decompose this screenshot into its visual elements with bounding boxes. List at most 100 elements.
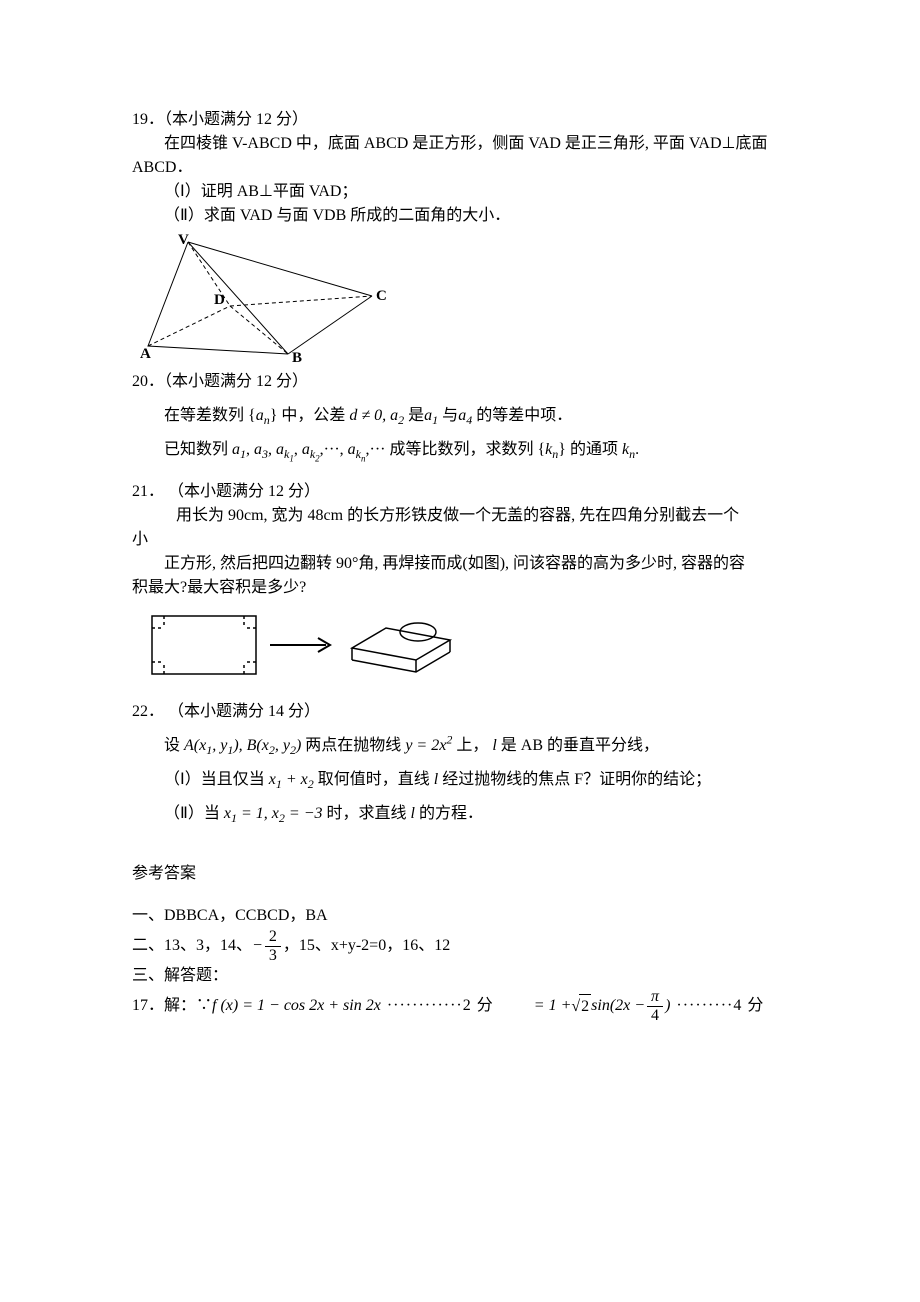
q22-number: 22． （本小题满分 14 分） [132,700,788,724]
q20-l1a: 在等差数列 { [164,407,256,424]
x2v: = −3 [285,805,323,822]
sep3: , [294,441,302,458]
q20-l1e: 的等差中项． [472,407,572,424]
sum1: x [269,771,276,788]
svg-text:D: D [214,292,225,308]
two-num: 2 [265,928,281,947]
q21-line2: 正方形, 然后把四边翻转 90°角, 再焊接而成(如图), 问该容器的高为多少时… [132,552,788,576]
q19-part2: （Ⅱ）求面 VAD 与面 VDB 所成的二面角的大小． [132,204,788,228]
exam-page: 19．（本小题满分 12 分） 在四棱锥 V-ABCD 中，底面 ABCD 是正… [0,0,920,1302]
q19-l1: 在四棱锥 V-ABCD 中，底面 ABCD 是正方形，侧面 VAD 是正三角形,… [164,135,767,152]
q22-part1: （Ⅰ）当且仅当 x1 + x2 取何值时，直线 l 经过抛物线的焦点 F？证明你… [132,768,788,792]
a4: a [458,407,466,424]
fx: f (x) = 1 − cos 2x + sin 2x [212,994,381,1018]
q20-l1c: 是 [404,407,424,424]
x1: x [224,805,231,822]
pi-over-4: π 4 [647,988,663,1024]
Be: ) [296,737,301,754]
q21-line1: 用长为 90cm, 宽为 48cm 的长方形铁皮做一个无盖的容器, 先在四角分别… [132,504,788,528]
ell3: l [411,805,415,822]
sum2s: 2 [308,777,314,791]
q19-part1: （Ⅰ）证明 AB⊥平面 VAD； [132,180,788,204]
two-b: ，15、x+y-2=0，16、12 [283,934,450,958]
an-sym: a [256,407,264,424]
kn2: k [622,441,629,458]
eq: y = 2x [405,737,446,754]
A: A(x [184,737,206,754]
tail: ,··· [365,441,385,458]
q22-line1: 设 A(x1, y1), B(x2, y2) 两点在抛物线 y = 2x2 上，… [132,734,788,758]
sqrt2: 2 [571,994,591,1019]
q22-l1a: 设 [164,737,184,754]
sump: + x [282,771,308,788]
q21-l1tail: 小 [132,528,788,552]
p1c: 经过抛物线的焦点 F？证明你的结论； [442,771,711,788]
q17a: 17．解：∵ [132,994,212,1018]
B: B(x [247,737,269,754]
dots1: ,···, [320,441,344,458]
eqs: 2 [446,733,452,747]
akn: a [348,441,356,458]
answers-two: 二、13、3，14、 − 2 3 ，15、x+y-2=0，16、12 [132,928,788,964]
q20-l2a: 已知数列 [164,441,228,458]
q19-line1: 在四棱锥 V-ABCD 中，底面 ABCD 是正方形，侧面 VAD 是正三角形,… [132,132,788,156]
q20-l1d: 与 [438,407,458,424]
answers-17: 17．解：∵ f (x) = 1 − cos 2x + sin 2x ·····… [132,988,788,1024]
svg-text:A: A [140,346,151,362]
eq2c: ) [665,994,670,1018]
d-neq: d ≠ 0, [349,407,390,424]
box-folding-figure [150,610,788,680]
box-3d-figure [346,610,456,680]
seq-a1: a [232,441,240,458]
eq2a: = 1 + [534,994,572,1018]
two-den: 3 [265,947,281,965]
sep1: , [246,441,254,458]
q19-line1b: ABCD． [132,156,788,180]
answers-three: 三、解答题： [132,964,788,988]
p2a: （Ⅱ）当 [164,805,224,822]
flat-rect-figure [150,612,260,678]
Ae: ), [233,737,246,754]
pi: π [647,988,663,1007]
answers-title: 参考答案 [132,862,788,886]
ell1: l [492,737,496,754]
q22-l1b: 两点在抛物线 [305,737,405,754]
q20-l1b: } 中，公差 [270,407,350,424]
two-sign: − [252,934,263,958]
q20-period: . [635,441,639,458]
svg-text:B: B [292,350,302,364]
q22-l1c: 上， [456,737,492,754]
answers-one: 一、DBBCA，CCBCD，BA [132,904,788,928]
q22-l1d: 是 AB 的垂直平分线， [501,737,659,754]
eq2b: sin(2x − [591,994,645,1018]
seq-a3: a [254,441,262,458]
q21-number: 21． （本小题满分 12 分） [132,480,788,504]
over4: 4 [647,1007,663,1025]
ak2: a [302,441,310,458]
q20-line1: 在等差数列 {an} 中，公差 d ≠ 0, a2 是a1 与a4 的等差中项． [132,404,788,428]
Am: , y [212,737,227,754]
svg-text:V: V [178,234,189,248]
p1a: （Ⅰ）当且仅当 [164,771,269,788]
p2b: 时，求直线 [327,805,411,822]
p1b: 取何值时，直线 [318,771,434,788]
q20-l2b: 成等比数列，求数列 { [389,441,545,458]
ak1: a [276,441,284,458]
q21-line3: 积最大?最大容积是多少? [132,576,788,600]
akns: kn [356,447,366,461]
q20-line2: 已知数列 a1, a3, ak1, ak2,···, akn,··· 成等比数列… [132,438,788,462]
q21-l1: 用长为 90cm, 宽为 48cm 的长方形铁皮做一个无盖的容器, 先在四角分别… [176,507,739,524]
Bm: , y [275,737,290,754]
two-a: 二、13、3，14、 [132,934,252,958]
ell2: l [434,771,438,788]
p2c: 的方程． [419,805,483,822]
q19-number: 19．（本小题满分 12 分） [132,108,788,132]
sep2: , [268,441,276,458]
x1v: = 1, x [237,805,279,822]
pyramid-figure: V A B C D [140,234,400,364]
q20-l2c: } 的通项 [558,441,618,458]
q22-part2: （Ⅱ）当 x1 = 1, x2 = −3 时，求直线 l 的方程． [132,802,788,826]
ak1s: k1 [284,447,294,461]
ak2s: k2 [310,447,320,461]
a2: a [390,407,398,424]
